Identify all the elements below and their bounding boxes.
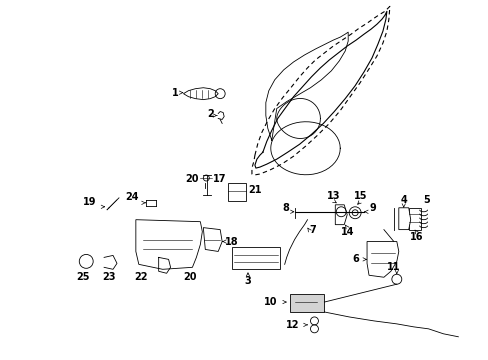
Text: 23: 23 bbox=[102, 272, 116, 282]
Polygon shape bbox=[398, 208, 410, 230]
Text: 11: 11 bbox=[386, 262, 400, 272]
Text: 1: 1 bbox=[172, 88, 179, 98]
Text: 7: 7 bbox=[309, 225, 316, 235]
Text: 16: 16 bbox=[409, 231, 423, 242]
Text: 15: 15 bbox=[354, 191, 367, 201]
Text: 25: 25 bbox=[76, 272, 90, 282]
Text: 5: 5 bbox=[422, 195, 429, 205]
Text: 21: 21 bbox=[247, 185, 261, 195]
Text: 19: 19 bbox=[82, 197, 96, 207]
Text: 9: 9 bbox=[368, 203, 375, 213]
Text: 2: 2 bbox=[206, 108, 213, 118]
Polygon shape bbox=[183, 88, 218, 100]
Text: 10: 10 bbox=[264, 297, 277, 307]
Text: 17: 17 bbox=[213, 174, 226, 184]
Text: 3: 3 bbox=[244, 276, 251, 286]
Text: 22: 22 bbox=[134, 272, 147, 282]
Text: 13: 13 bbox=[326, 191, 339, 201]
FancyBboxPatch shape bbox=[228, 183, 245, 201]
Polygon shape bbox=[366, 242, 398, 277]
Text: 18: 18 bbox=[224, 237, 238, 247]
Text: 4: 4 bbox=[400, 195, 407, 205]
Polygon shape bbox=[335, 205, 346, 225]
FancyBboxPatch shape bbox=[289, 294, 324, 312]
Text: 20: 20 bbox=[184, 174, 198, 184]
Text: 20: 20 bbox=[183, 272, 197, 282]
Text: 24: 24 bbox=[125, 192, 139, 202]
Polygon shape bbox=[203, 228, 222, 251]
Text: 14: 14 bbox=[340, 226, 353, 237]
Text: 6: 6 bbox=[352, 255, 358, 264]
Polygon shape bbox=[136, 220, 202, 269]
Text: 12: 12 bbox=[285, 320, 299, 330]
Text: 8: 8 bbox=[282, 203, 289, 213]
